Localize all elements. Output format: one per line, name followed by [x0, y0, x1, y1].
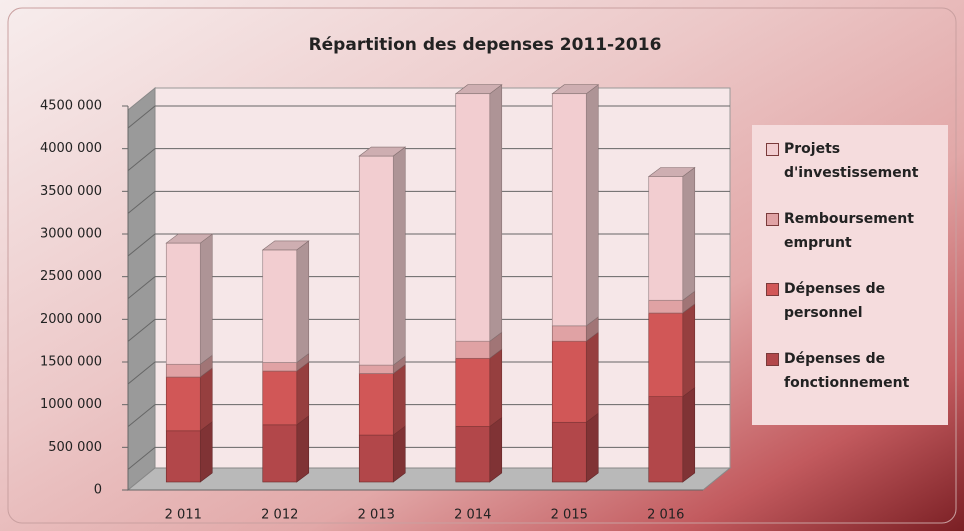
- legend-label: Projets d'investissement: [784, 141, 919, 181]
- bar: [551, 421, 587, 483]
- legend-item: Remboursement emprunt: [766, 207, 942, 255]
- x-tick-label: 2 016: [647, 508, 684, 523]
- bar: [262, 424, 298, 483]
- bar-side: [489, 416, 503, 483]
- legend-label: Remboursement emprunt: [784, 211, 914, 251]
- bar-side: [682, 387, 696, 483]
- bar: [551, 325, 587, 342]
- bar: [455, 340, 491, 359]
- y-tick-label: 500 000: [48, 440, 102, 455]
- bar: [165, 242, 201, 365]
- bar-side: [682, 303, 696, 398]
- bar: [455, 93, 491, 342]
- bar-side: [489, 84, 503, 342]
- bar: [648, 396, 684, 483]
- bar-side: [296, 415, 310, 483]
- bar: [551, 340, 587, 423]
- legend-label: Dépenses de personnel: [784, 281, 886, 321]
- bar-top: [261, 240, 310, 251]
- bar: [455, 357, 491, 427]
- bar-side: [489, 348, 503, 428]
- bar: [648, 176, 684, 301]
- y-tick-label: 2000 000: [40, 312, 102, 327]
- y-tick-label: 3000 000: [40, 227, 102, 242]
- legend-swatch: [766, 283, 779, 296]
- legend-item: Projets d'investissement: [766, 137, 942, 185]
- bar-top: [165, 233, 214, 244]
- bar: [165, 430, 201, 483]
- bar-side: [392, 364, 406, 436]
- bar: [262, 370, 298, 426]
- y-tick-label: 4000 000: [40, 141, 102, 156]
- legend-swatch: [766, 143, 779, 156]
- legend-item: Dépenses de fonctionnement: [766, 347, 942, 395]
- grid-line: [127, 276, 156, 300]
- bar: [648, 299, 684, 314]
- bar: [648, 312, 684, 397]
- y-tick-label: 1500 000: [40, 355, 102, 370]
- legend-swatch: [766, 213, 779, 226]
- grid-line: [127, 446, 156, 470]
- bar: [358, 155, 394, 366]
- bar-side: [585, 84, 599, 327]
- legend: Projets d'investissement Remboursement em…: [752, 125, 948, 425]
- bar-side: [392, 146, 406, 366]
- bar: [262, 362, 298, 372]
- bar-side: [585, 331, 599, 423]
- x-tick-label: 2 011: [165, 508, 202, 523]
- y-tick-label: 0: [94, 483, 102, 498]
- bar-top: [358, 146, 407, 157]
- grid-line: [127, 361, 156, 385]
- grid-line: [127, 318, 156, 342]
- side-wall: [127, 86, 156, 492]
- grid-line: [127, 148, 156, 172]
- bar: [262, 249, 298, 363]
- x-tick-label: 2 013: [358, 508, 395, 523]
- bar-top: [454, 84, 503, 95]
- y-tick-label: 4500 000: [40, 99, 102, 114]
- x-tick-label: 2 015: [551, 508, 588, 523]
- grid-line: [127, 233, 156, 257]
- bar: [358, 373, 394, 436]
- legend-swatch: [766, 353, 779, 366]
- bar-side: [585, 412, 599, 483]
- bar-top: [551, 84, 600, 95]
- bar-side: [682, 166, 696, 301]
- legend-item: Dépenses de personnel: [766, 277, 942, 325]
- bar: [358, 364, 394, 374]
- y-tick-label: 3500 000: [40, 184, 102, 199]
- x-tick-label: 2 012: [261, 508, 298, 523]
- bar: [358, 434, 394, 483]
- back-wall: [154, 87, 731, 469]
- frame: [7, 7, 957, 524]
- y-tick-label: 1000 000: [40, 397, 102, 412]
- y-tick-label: 2500 000: [40, 269, 102, 284]
- bar-side: [296, 361, 310, 426]
- bar-side: [199, 367, 213, 432]
- bar-top: [647, 167, 696, 177]
- chart-title: Répartition des depenses 2011-2016: [309, 35, 662, 55]
- bar-side: [199, 421, 213, 483]
- legend-label: Dépenses de fonctionnement: [784, 351, 910, 391]
- bar: [165, 376, 201, 432]
- bar-side: [199, 233, 213, 365]
- grid-line: [127, 105, 156, 129]
- grid-line: [127, 404, 156, 428]
- bar-side: [296, 240, 310, 364]
- bar: [165, 363, 201, 378]
- bar-side: [392, 425, 406, 483]
- x-tick-label: 2 014: [454, 508, 491, 523]
- floor: [126, 467, 732, 491]
- bar: [455, 426, 491, 483]
- grid-line: [127, 190, 156, 214]
- bar: [551, 93, 587, 327]
